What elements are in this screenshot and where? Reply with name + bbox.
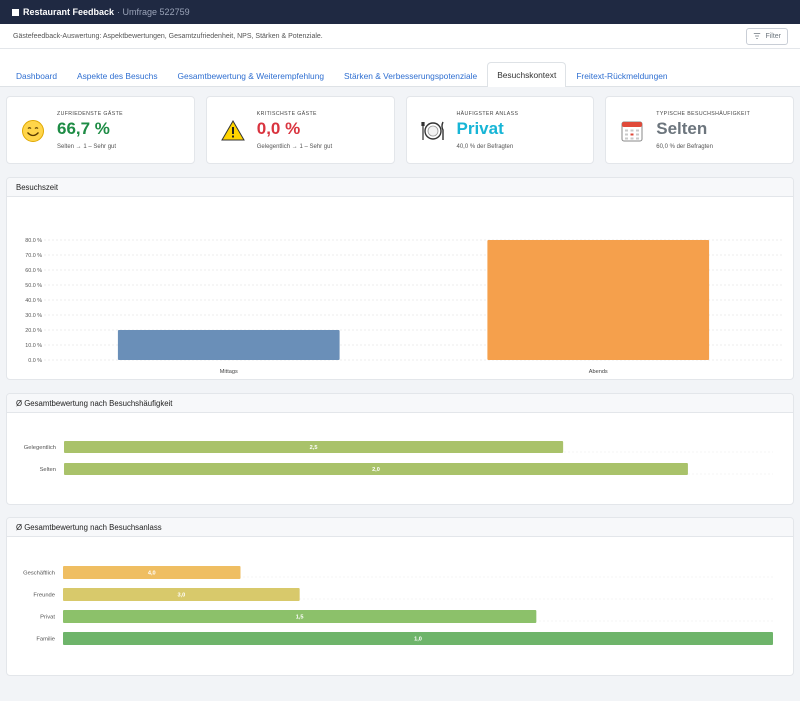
bar-value-label: 3,0 [177, 593, 185, 599]
category-label: Privat [40, 615, 55, 621]
category-label: Freunde [33, 593, 55, 599]
bar-abends [487, 240, 710, 360]
kpi-label: Häufigster Anlass [456, 111, 519, 117]
tab-gesamtbewertung[interactable]: Gesamtbewertung & Weiterempfehlung [177, 70, 325, 81]
category-label: Familie [36, 637, 55, 643]
warning-icon [220, 120, 245, 141]
kpi-label: Kritischste Gäste [256, 111, 317, 117]
y-tick-label: 80.0 % [25, 238, 42, 244]
bar [63, 632, 773, 645]
anlass-chart: Geschäftlich 4,0 Freunde 3,0 Privat 1,5 Famili… [23, 566, 773, 645]
kpi-card-zufriedenste: Zufriedenste Gäste 66,7 % Selten → 1 – S… [6, 96, 195, 164]
kpi-value: 0,0 % [256, 119, 301, 138]
y-tick-label: 30.0 % [25, 313, 42, 319]
tab-besuchskontext[interactable]: Besuchskontext [487, 62, 567, 87]
app-logo-icon [12, 8, 19, 16]
kpi-note: Selten → 1 – Sehr gut [57, 144, 117, 150]
bar-mittags [117, 330, 340, 360]
tab-bar: Dashboard Aspekte des Besuchs Gesamtbewe… [0, 49, 800, 87]
x-tick-label: Abends [589, 369, 608, 375]
bar-value-label: 2,0 [372, 467, 380, 473]
tab-staerken[interactable]: Stärken & Verbesserungspotenziale [344, 70, 478, 81]
bar [63, 566, 241, 579]
kpi-note: Gelegentlich → 1 – Sehr gut [256, 144, 333, 150]
filter-button[interactable]: Filter [746, 27, 788, 45]
haeufigkeit-chart: Gelegentlich 2,5 Selten 2,0 [24, 441, 773, 475]
sub-header: Gästefeedback-Auswertung: Aspektbewertun… [0, 24, 800, 49]
kpi-note: 60,0 % der Befragten [656, 144, 713, 150]
bar [63, 588, 300, 601]
category-label: Selten [40, 467, 56, 473]
card-title: Besuchszeit [7, 178, 793, 197]
y-tick-label: 40.0 % [25, 298, 42, 304]
y-tick-label: 70.0 % [25, 253, 42, 259]
kpi-value: Selten [656, 119, 708, 138]
bar [63, 610, 537, 623]
kpi-value: Privat [456, 119, 504, 138]
smiley-icon [22, 120, 44, 142]
y-tick-label: 60.0 % [25, 268, 42, 274]
kpi-label: Zufriedenste Gäste [57, 111, 123, 117]
filter-icon [754, 33, 761, 39]
app-title: Restaurant Feedback [23, 7, 115, 17]
filter-label: Filter [765, 32, 781, 40]
tab-dashboard[interactable]: Dashboard [16, 70, 57, 81]
kpi-value: 66,7 % [57, 119, 110, 138]
bar-value-label: 4,0 [148, 571, 156, 577]
kpi-label: Typische Besuchshäufigkeit [656, 111, 751, 117]
card-haeufigkeit: Ø Gesamtbewertung nach Besuchshäufigkeit… [6, 393, 794, 505]
y-tick-label: 0.0 % [28, 358, 42, 364]
page-description: Gästefeedback-Auswertung: Aspektbewertun… [13, 32, 323, 40]
top-bar: Restaurant Feedback · Umfrage 522759 [0, 0, 800, 24]
category-label: Geschäftlich [23, 571, 55, 577]
bar [64, 441, 564, 453]
kpi-card-haeufigkeit: Typische Besuchshäufigkeit Selten 60,0 %… [605, 96, 794, 164]
bar-value-label: 2,5 [310, 445, 318, 451]
y-tick-label: 50.0 % [25, 283, 42, 289]
kpi-card-kritischste: Kritischste Gäste 0,0 % Gelegentlich → 1… [205, 96, 395, 164]
bar [64, 463, 688, 475]
calendar-icon [621, 121, 643, 142]
kpi-note: 40,0 % der Befragten [456, 144, 514, 150]
bar-value-label: 1,5 [296, 615, 304, 621]
tab-freitext[interactable]: Freitext-Rückmeldungen [576, 70, 668, 81]
category-label: Gelegentlich [24, 445, 56, 451]
card-anlass: Ø Gesamtbewertung nach Besuchsanlass Ges… [6, 517, 794, 676]
kpi-row: Zufriedenste Gäste 66,7 % Selten → 1 – S… [6, 96, 794, 164]
besuchszeit-chart: 0.0 % 10.0 % 20.0 % 30.0 % 40.0 % 50.0 % 60.0 … [25, 238, 783, 375]
card-title: Ø Gesamtbewertung nach Besuchshäufigkeit [7, 394, 793, 413]
bar-value-label: 1,0 [414, 637, 422, 643]
card-title: Ø Gesamtbewertung nach Besuchsanlass [7, 518, 793, 537]
card-besuchszeit: Besuchszeit 0.0 % 10.0 % 20.0 % 30.0 % 40.0 … [6, 177, 794, 380]
kpi-card-anlass: Häufigster Anlass Privat 40,0 % der Befr… [405, 96, 595, 164]
plate-cutlery-icon [420, 121, 444, 140]
x-tick-label: Mittags [220, 369, 238, 375]
tab-aspekte[interactable]: Aspekte des Besuchs [76, 70, 158, 81]
survey-id: · Umfrage 522759 [117, 7, 190, 17]
y-tick-label: 20.0 % [25, 328, 42, 334]
y-tick-label: 10.0 % [25, 343, 42, 349]
